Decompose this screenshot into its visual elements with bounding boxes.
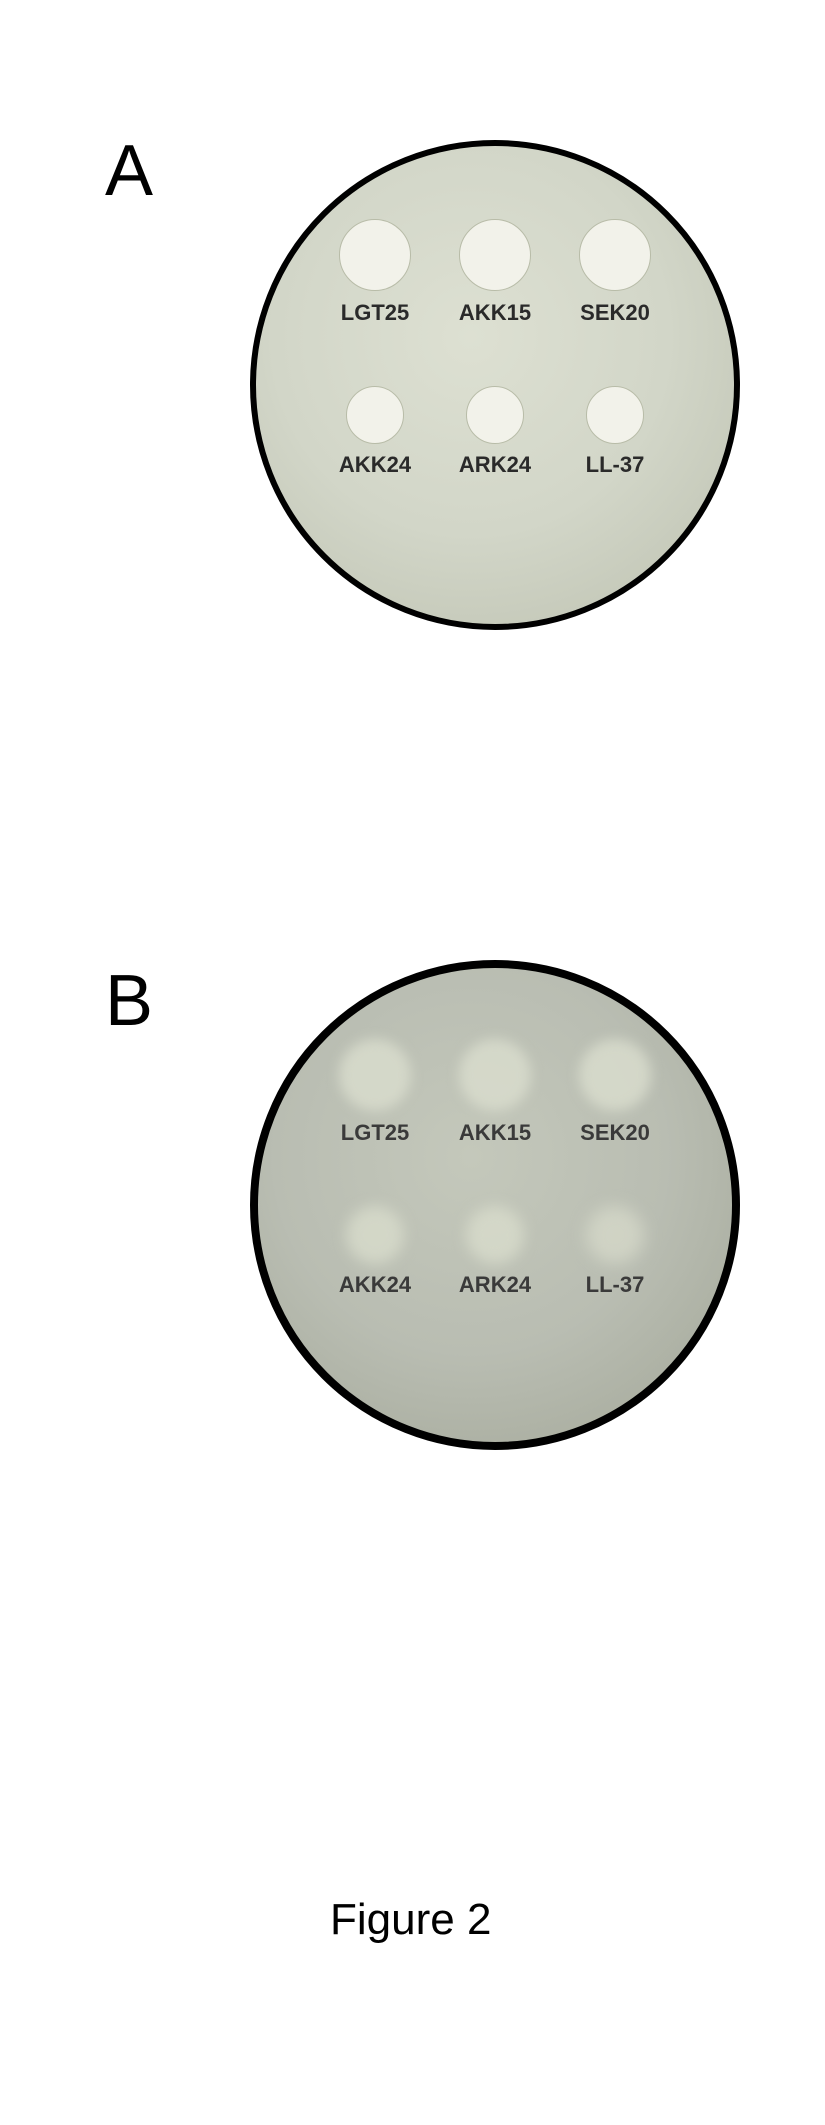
spot-b-lgt25 bbox=[339, 1039, 411, 1111]
label-a-sek20: SEK20 bbox=[575, 300, 655, 326]
label-b-sek20: SEK20 bbox=[575, 1120, 655, 1146]
spot-a-akk24 bbox=[346, 386, 404, 444]
panel-b-dish: LGT25 AKK15 SEK20 AKK24 ARK24 LL-37 bbox=[250, 960, 740, 1450]
spot-b-sek20 bbox=[579, 1039, 651, 1111]
figure-caption: Figure 2 bbox=[330, 1895, 491, 1945]
spot-b-akk24 bbox=[346, 1206, 404, 1264]
dish-a-border bbox=[250, 140, 740, 630]
label-b-ark24: ARK24 bbox=[455, 1272, 535, 1298]
spot-b-ll37 bbox=[586, 1206, 644, 1264]
dish-b-border bbox=[250, 960, 740, 1450]
spot-a-ll37 bbox=[586, 386, 644, 444]
label-a-ark24: ARK24 bbox=[455, 452, 535, 478]
spot-b-akk15 bbox=[459, 1039, 531, 1111]
spot-a-sek20 bbox=[579, 219, 651, 291]
panel-b-label: B bbox=[105, 960, 153, 1042]
spot-b-ark24 bbox=[466, 1206, 524, 1264]
spot-a-ark24 bbox=[466, 386, 524, 444]
label-a-lgt25: LGT25 bbox=[335, 300, 415, 326]
label-b-akk24: AKK24 bbox=[335, 1272, 415, 1298]
label-a-ll37: LL-37 bbox=[575, 452, 655, 478]
label-b-ll37: LL-37 bbox=[575, 1272, 655, 1298]
label-a-akk24: AKK24 bbox=[335, 452, 415, 478]
label-b-lgt25: LGT25 bbox=[335, 1120, 415, 1146]
panel-a-label: A bbox=[105, 130, 153, 212]
spot-a-akk15 bbox=[459, 219, 531, 291]
spot-a-lgt25 bbox=[339, 219, 411, 291]
panel-a-dish: LGT25 AKK15 SEK20 AKK24 ARK24 LL-37 bbox=[250, 140, 740, 630]
label-a-akk15: AKK15 bbox=[455, 300, 535, 326]
label-b-akk15: AKK15 bbox=[455, 1120, 535, 1146]
